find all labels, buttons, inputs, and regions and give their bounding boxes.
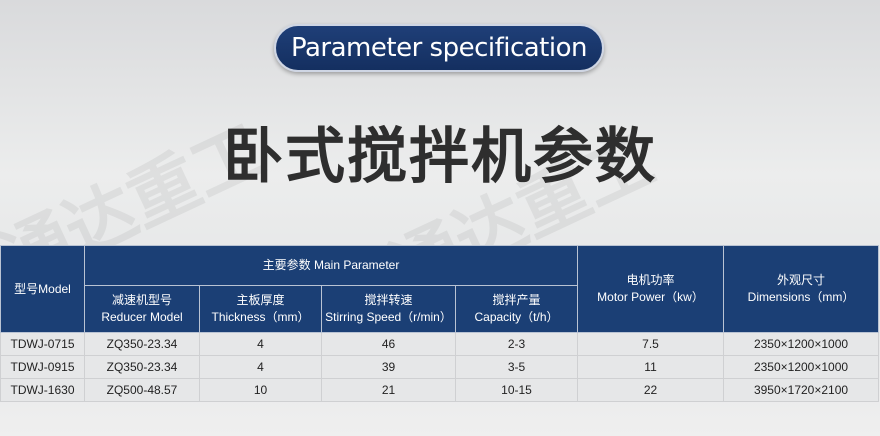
stirring-speed-header: 搅拌转速 Stirring Speed（r/min） bbox=[321, 285, 456, 333]
cell-thickness: 10 bbox=[199, 378, 322, 402]
cell-dimensions: 2350×1200×1000 bbox=[723, 332, 880, 356]
cell-model: TDWJ-1630 bbox=[0, 378, 85, 402]
main-parameter-header: 主要参数 Main Parameter bbox=[83, 245, 579, 286]
cell-thickness: 4 bbox=[199, 332, 322, 356]
table-row: TDWJ-1630 ZQ500-48.57 10 21 10-15 22 3950×1720… bbox=[0, 378, 880, 402]
cell-power: 22 bbox=[577, 378, 725, 402]
cell-reducer: ZQ350-23.34 bbox=[84, 332, 200, 356]
table-row: TDWJ-0715 ZQ350-23.34 4 46 2-3 7.5 2350×1200×1… bbox=[0, 332, 880, 356]
capacity-header: 搅拌产量 Capacity（t/h） bbox=[454, 285, 579, 333]
dimensions-header: 外观尺寸 Dimensions（mm） bbox=[723, 245, 880, 333]
cell-power: 11 bbox=[577, 355, 725, 379]
page-title: 卧式搅拌机参数 bbox=[223, 122, 657, 192]
cell-speed: 21 bbox=[321, 378, 456, 402]
cell-dimensions: 3950×1720×2100 bbox=[723, 378, 880, 402]
cell-model: TDWJ-0715 bbox=[0, 332, 85, 356]
model-header: 型号Model bbox=[0, 245, 85, 333]
table-row: TDWJ-0915 ZQ350-23.34 4 39 3-5 11 2350×1200×10… bbox=[0, 355, 880, 379]
cell-reducer: ZQ500-48.57 bbox=[84, 378, 200, 402]
cell-thickness: 4 bbox=[199, 355, 322, 379]
cell-reducer: ZQ350-23.34 bbox=[84, 355, 200, 379]
parameter-table: 型号Model 主要参数 Main Parameter 电机功率 Motor Po… bbox=[0, 245, 880, 402]
parameter-specification-badge: Parameter specification bbox=[274, 24, 604, 72]
thickness-header: 主板厚度 Thickness（mm） bbox=[199, 285, 322, 333]
cell-capacity: 3-5 bbox=[454, 355, 579, 379]
cell-dimensions: 2350×1200×1000 bbox=[723, 355, 880, 379]
cell-model: TDWJ-0915 bbox=[0, 355, 85, 379]
motor-power-header: 电机功率 Motor Power（kw） bbox=[577, 245, 725, 333]
cell-capacity: 10-15 bbox=[454, 378, 579, 402]
reducer-model-header: 减速机型号 Reducer Model bbox=[84, 285, 200, 333]
cell-speed: 46 bbox=[321, 332, 456, 356]
cell-power: 7.5 bbox=[577, 332, 725, 356]
cell-speed: 39 bbox=[321, 355, 456, 379]
cell-capacity: 2-3 bbox=[454, 332, 579, 356]
